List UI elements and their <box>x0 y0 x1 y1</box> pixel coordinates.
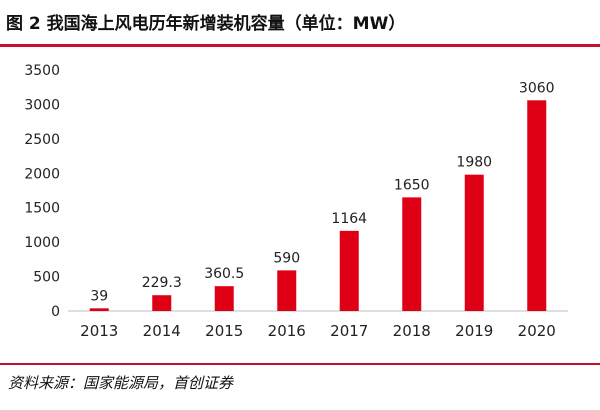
bars-group <box>89 100 547 311</box>
y-tick-label: 1500 <box>24 201 60 217</box>
bar-2018 <box>402 197 422 311</box>
bar-2015 <box>214 286 234 311</box>
x-axis: 2013 2014 2015 2016 2017 2018 2019 2020 <box>68 310 568 340</box>
x-tick-label: 2016 <box>268 322 306 340</box>
y-axis: 0 500 1000 1500 2000 2500 3000 3500 <box>24 63 60 320</box>
data-label-2019: 1980 <box>456 155 492 171</box>
source-note: 资料来源：国家能源局，首创证券 <box>8 374 234 392</box>
y-tick-label: 3000 <box>24 97 60 113</box>
x-tick-label: 2019 <box>455 322 493 340</box>
data-labels-group: 39 229.3 360.5 590 1164 1650 1980 3060 <box>90 80 554 304</box>
data-label-2013: 39 <box>90 288 108 304</box>
y-tick-label: 0 <box>51 304 60 320</box>
data-label-2020: 3060 <box>519 80 555 96</box>
y-tick-label: 3500 <box>24 63 60 79</box>
x-tick-label: 2020 <box>518 322 556 340</box>
figure-title: 图 2 我国海上风电历年新增装机容量（单位：MW） <box>6 14 406 34</box>
title-divider <box>0 44 600 47</box>
data-label-2017: 1164 <box>331 211 367 227</box>
data-label-2016: 590 <box>273 250 300 266</box>
bar-2013 <box>89 308 109 311</box>
y-tick-label: 1000 <box>24 235 60 251</box>
x-tick-label: 2015 <box>205 322 243 340</box>
bar-2014 <box>152 295 172 311</box>
data-label-2014: 229.3 <box>142 275 182 291</box>
source-divider <box>0 363 600 365</box>
data-label-2018: 1650 <box>394 177 430 193</box>
bar-2016 <box>277 270 297 311</box>
bar-2020 <box>527 100 547 311</box>
x-tick-label: 2014 <box>143 322 181 340</box>
bar-2017 <box>339 230 359 311</box>
y-tick-label: 500 <box>33 270 60 286</box>
y-tick-label: 2500 <box>24 132 60 148</box>
y-tick-label: 2000 <box>24 166 60 182</box>
x-tick-label: 2017 <box>330 322 368 340</box>
x-tick-label: 2018 <box>393 322 431 340</box>
data-label-2015: 360.5 <box>204 266 244 282</box>
x-tick-label: 2013 <box>80 322 118 340</box>
bar-2019 <box>464 174 484 311</box>
